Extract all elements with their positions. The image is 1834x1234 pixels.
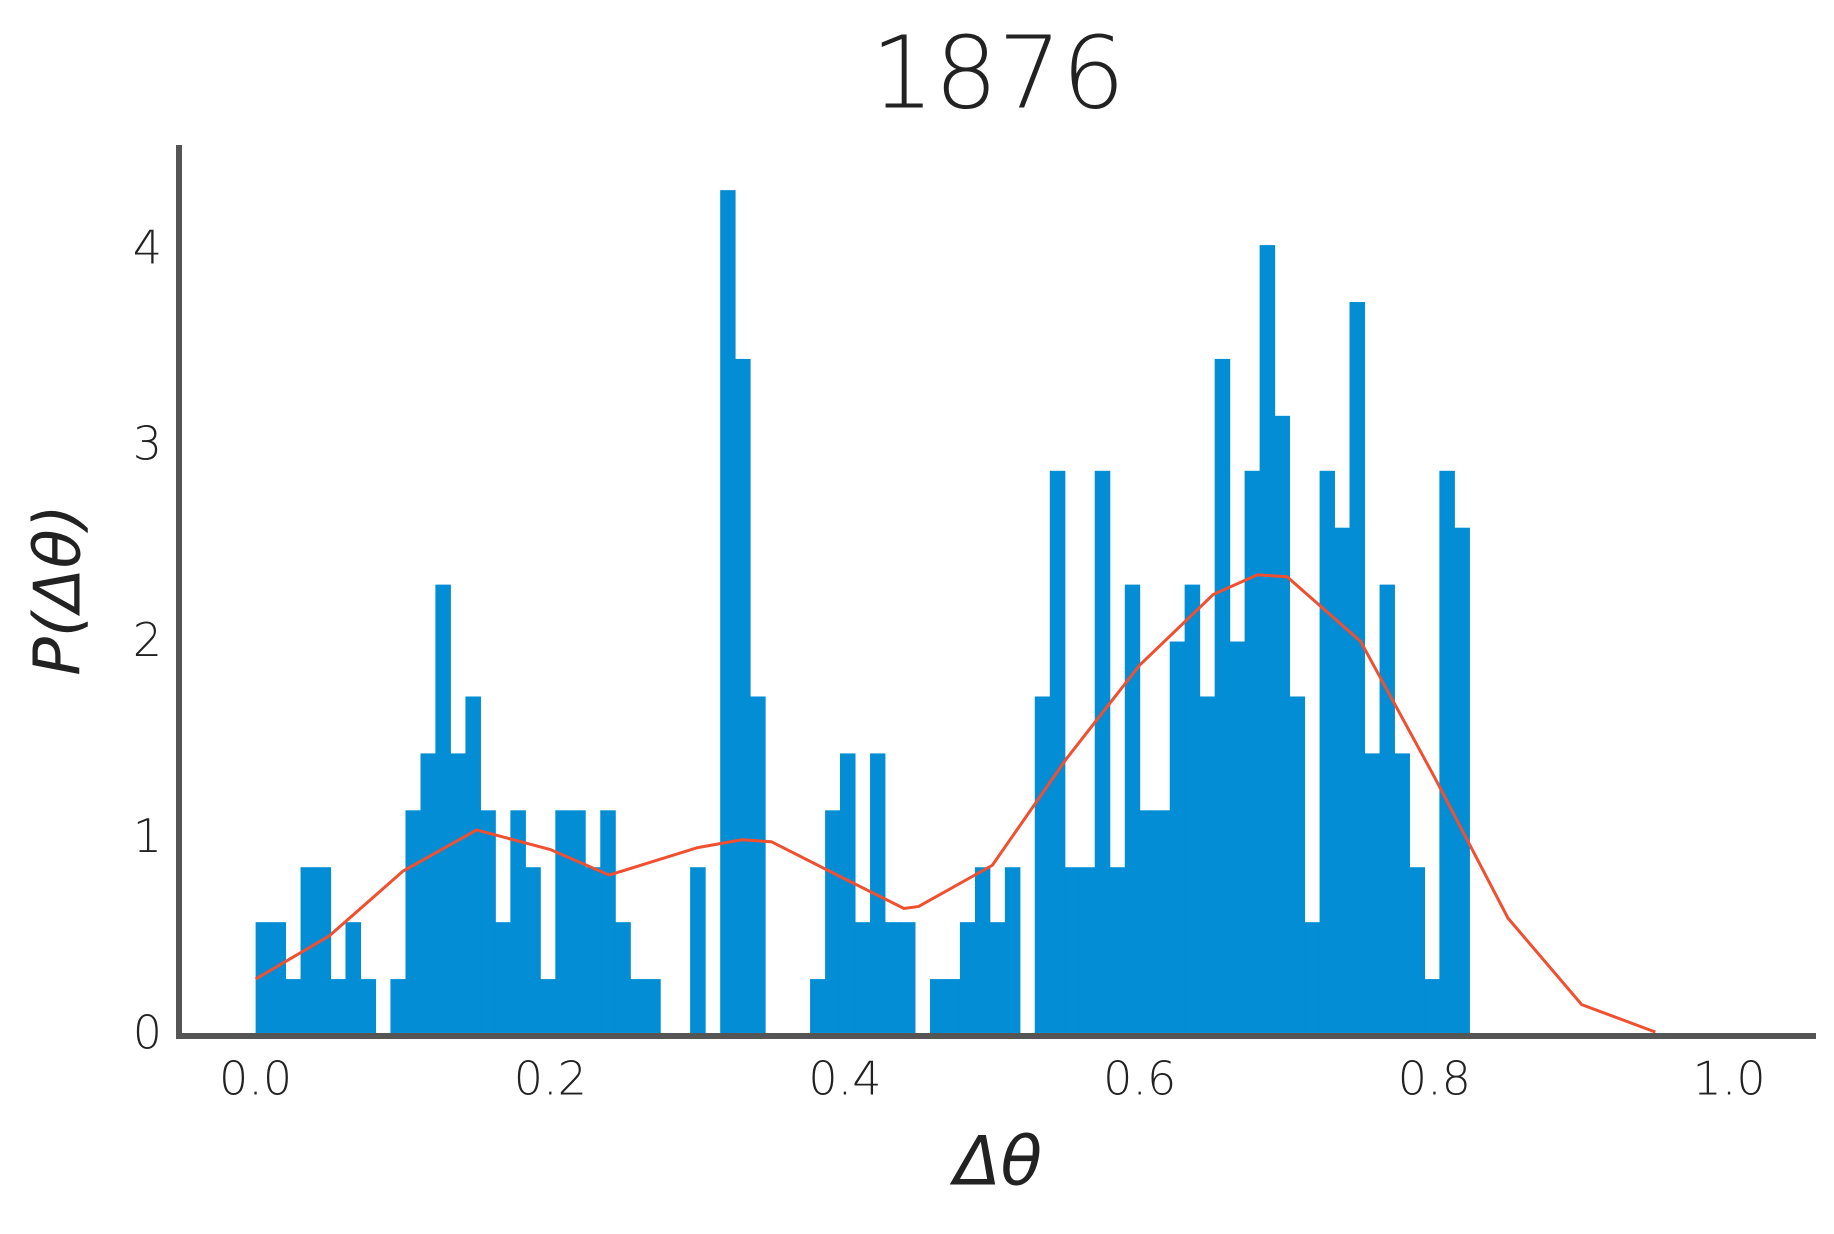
bar <box>300 867 317 1036</box>
x-tick-label: 0.2 <box>514 1052 587 1106</box>
y-tick-label: 0 <box>133 1006 162 1060</box>
bar <box>330 979 346 1036</box>
bar <box>959 922 976 1036</box>
bar <box>510 810 526 1036</box>
bar <box>1364 753 1381 1036</box>
x-axis-label: Δθ <box>949 1123 1042 1202</box>
bar <box>944 979 961 1036</box>
bar <box>495 922 511 1036</box>
bar <box>255 922 272 1036</box>
chart-title: 1876 <box>871 14 1126 131</box>
bar <box>1124 584 1141 1036</box>
bar <box>1454 527 1470 1036</box>
bar <box>1004 867 1021 1036</box>
bar <box>1109 867 1126 1036</box>
bar <box>1064 867 1081 1036</box>
bar <box>270 922 287 1036</box>
bar <box>1379 584 1395 1036</box>
bar <box>899 922 916 1036</box>
bar <box>465 696 481 1036</box>
bar <box>989 922 1006 1036</box>
bar <box>315 867 332 1036</box>
bar <box>570 810 586 1036</box>
bar <box>974 867 991 1036</box>
bar <box>405 810 421 1036</box>
x-tick-label: 0.0 <box>219 1052 292 1106</box>
bar <box>360 979 377 1036</box>
y-tick-label: 3 <box>133 417 162 471</box>
bar <box>1274 415 1291 1036</box>
bar <box>735 358 751 1037</box>
x-tick-label: 1.0 <box>1692 1052 1765 1106</box>
bar <box>1154 810 1171 1036</box>
x-tick-label: 0.4 <box>808 1052 881 1106</box>
bar <box>855 922 871 1036</box>
y-tick-label: 2 <box>133 613 162 667</box>
bar <box>1079 867 1096 1036</box>
bar <box>1199 696 1216 1036</box>
bar <box>540 979 556 1036</box>
bar <box>630 979 646 1036</box>
bar <box>1139 810 1156 1036</box>
bar <box>930 979 946 1036</box>
bar <box>720 190 736 1036</box>
bar <box>525 867 541 1036</box>
bar <box>585 867 601 1036</box>
bar <box>1214 358 1231 1037</box>
bar <box>600 810 616 1036</box>
bar <box>435 584 451 1036</box>
bar <box>884 922 901 1036</box>
bar <box>285 979 302 1036</box>
bar <box>1259 245 1276 1036</box>
bar <box>1049 470 1066 1036</box>
bar <box>1334 527 1351 1036</box>
y-axis-label: P(Δθ) <box>22 504 96 675</box>
bar <box>1034 696 1051 1036</box>
bar <box>345 922 362 1036</box>
bar <box>1304 922 1321 1036</box>
bar <box>615 922 631 1036</box>
bar <box>839 753 856 1036</box>
bar <box>1394 753 1410 1036</box>
bar <box>645 979 661 1036</box>
bar <box>1319 470 1335 1036</box>
bar <box>1229 641 1246 1036</box>
bar <box>1184 584 1201 1036</box>
x-tick-label: 0.8 <box>1398 1052 1471 1106</box>
y-tick-label: 4 <box>133 220 162 274</box>
bar <box>750 696 766 1036</box>
kde-line <box>254 573 1656 1034</box>
bar <box>390 979 406 1036</box>
bar <box>810 979 826 1036</box>
bar <box>1424 979 1440 1036</box>
x-tick-label: 0.6 <box>1103 1052 1176 1106</box>
bar <box>1094 470 1111 1036</box>
bar <box>555 810 571 1036</box>
bar <box>1439 470 1455 1036</box>
bar <box>825 810 841 1036</box>
bar <box>1169 641 1186 1036</box>
bar <box>1244 470 1261 1036</box>
bar <box>420 753 436 1036</box>
y-tick-label: 1 <box>133 809 162 863</box>
bar <box>1349 302 1366 1036</box>
bar <box>1289 696 1306 1036</box>
bar <box>1409 867 1426 1036</box>
bar <box>690 867 706 1036</box>
bar <box>450 753 466 1036</box>
bar <box>480 810 496 1036</box>
